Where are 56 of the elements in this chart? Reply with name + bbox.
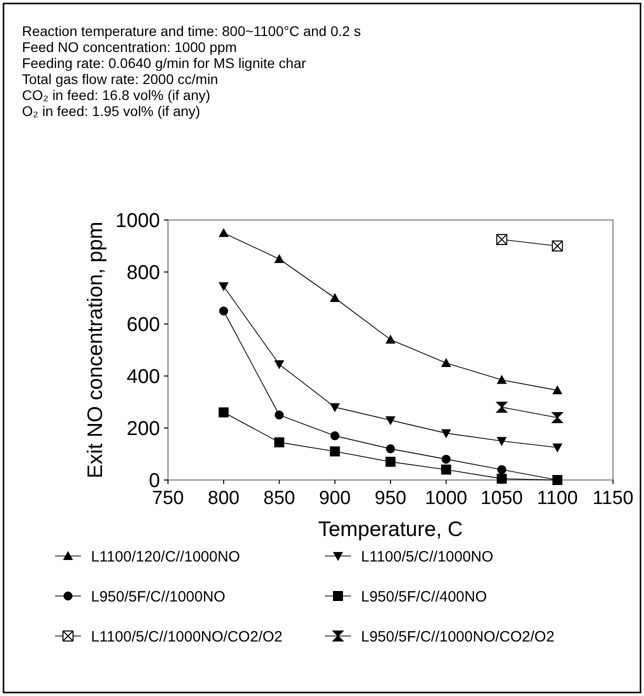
x-tick-label: 1000	[424, 488, 468, 509]
legend-label: L950/5F/C//400NO	[361, 588, 487, 606]
point	[386, 334, 396, 344]
point	[442, 454, 451, 464]
point	[441, 358, 452, 367]
text: CO₂ in feed: 16.8 vol% (if any)	[22, 87, 210, 103]
x-tick-label: 1050	[480, 488, 523, 509]
point	[330, 446, 340, 456]
point	[218, 228, 229, 237]
point	[496, 374, 507, 384]
point	[441, 429, 452, 438]
point	[496, 437, 507, 446]
x-tick-label: 950	[374, 488, 406, 509]
x-tick-label: 850	[263, 488, 296, 509]
point	[218, 407, 229, 418]
x-tick-label: 1100	[536, 488, 578, 509]
x-axis-title: Temperature, C	[318, 518, 463, 541]
legend-label: L1100/5/C//1000NO	[361, 548, 494, 566]
point	[552, 475, 562, 485]
point	[386, 416, 396, 426]
y-tick-label: 400	[126, 366, 160, 388]
y-tick-label: 800	[126, 262, 160, 284]
text: Feeding rate: 0.0640 g/min for MS lignite char	[22, 55, 306, 71]
legend-label: L1100/120/C//1000NO	[91, 548, 240, 566]
point	[496, 402, 508, 413]
y-tick-label: 200	[126, 418, 160, 440]
point	[552, 444, 562, 452]
point	[496, 474, 507, 484]
legend-label: L1100/5/C//1000NO/CO2/O2	[91, 628, 282, 646]
point	[274, 254, 284, 263]
point	[274, 410, 284, 420]
legend-label: L950/5F/C//1000NO/CO2/O2	[361, 628, 554, 646]
point	[219, 306, 228, 316]
y-tick-label: 600	[126, 314, 160, 336]
point	[218, 282, 229, 292]
legend-label: L950/5F/C//1000NO	[91, 588, 226, 606]
point	[274, 437, 284, 448]
point	[386, 444, 395, 454]
x-tick-label: 1150	[592, 488, 634, 509]
x-tick-label: 800	[208, 488, 240, 509]
point	[274, 360, 284, 370]
text: O₂ in feed: 1.95 vol% (if any)	[22, 103, 200, 119]
point	[552, 385, 562, 394]
point	[330, 431, 340, 440]
point	[441, 464, 452, 475]
y-axis-title: Exit NO concentration, ppm	[84, 222, 107, 478]
text: Reaction temperature and time: 800~1100°C and 0.2 s	[22, 23, 361, 39]
x-tick-label: 900	[319, 488, 351, 509]
point	[386, 456, 396, 467]
point	[330, 293, 340, 302]
point	[330, 403, 340, 412]
point	[497, 465, 506, 474]
y-tick-label: 1000	[116, 210, 160, 232]
text: Feed NO concentration: 1000 ppm	[22, 39, 237, 55]
text: Total gas flow rate: 2000 cc/min	[22, 71, 218, 87]
point	[552, 412, 563, 424]
